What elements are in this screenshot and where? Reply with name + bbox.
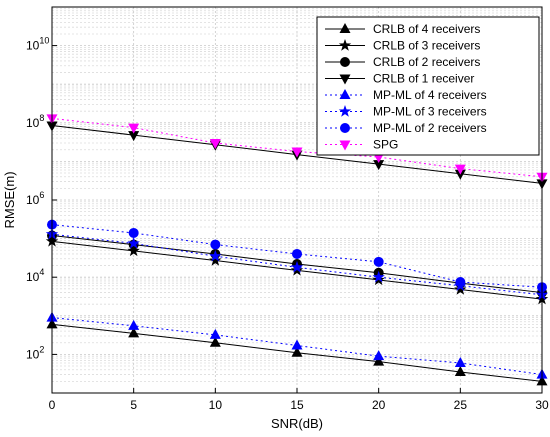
data-point	[209, 249, 222, 262]
data-point	[373, 350, 385, 361]
legend-label: CRLB of 2 receivers	[373, 55, 480, 69]
data-point	[455, 277, 466, 288]
series-group	[45, 114, 549, 386]
y-tick-exponent: 2	[39, 344, 44, 354]
x-axis-title: SNR(dB)	[271, 416, 323, 431]
y-tick-exponent: 6	[39, 190, 44, 200]
data-point	[373, 153, 385, 164]
data-point	[128, 227, 139, 238]
legend-label: MP-ML of 4 receivers	[373, 88, 487, 102]
legend: CRLB of 4 receivers CRLB of 3 receivers CR…	[316, 16, 540, 156]
data-point	[373, 256, 384, 267]
data-point	[128, 319, 140, 330]
x-tick-label: 20	[372, 398, 386, 412]
y-tick-exponent: 4	[39, 267, 44, 277]
data-point	[372, 270, 385, 283]
legend-label: SPG	[373, 138, 398, 152]
data-point	[127, 244, 140, 257]
y-axis-title: RMSE(m)	[2, 171, 17, 228]
data-point	[210, 239, 221, 250]
x-tick-label: 0	[49, 398, 56, 412]
data-point	[291, 339, 303, 350]
x-tick-label: 5	[130, 398, 137, 412]
data-point	[209, 328, 221, 339]
data-point	[128, 131, 140, 142]
legend-label: CRLB of 4 receivers	[373, 22, 480, 36]
data-point	[454, 283, 467, 295]
legend-box	[316, 16, 540, 156]
data-point	[291, 346, 303, 357]
data-point	[292, 248, 302, 259]
data-point	[209, 254, 222, 266]
y-tick-exponent: 10	[39, 36, 49, 46]
legend-marker	[339, 89, 351, 99]
legend-marker	[339, 140, 351, 151]
legend-label: CRLB of 1 receiver	[373, 72, 474, 86]
legend-marker	[340, 123, 350, 133]
data-point	[128, 327, 140, 338]
legend-marker	[340, 57, 350, 67]
legend-marker	[338, 39, 352, 51]
data-point	[209, 336, 221, 347]
y-tick-exponent: 8	[39, 113, 44, 123]
x-tick-label: 25	[454, 398, 468, 412]
legend-label: MP-ML of 3 receivers	[373, 105, 487, 119]
data-point	[291, 147, 303, 158]
data-point	[209, 138, 221, 149]
data-point	[290, 260, 304, 273]
data-point	[454, 365, 466, 376]
data-point	[373, 160, 385, 171]
x-tick-label: 30	[535, 398, 549, 412]
series-7	[47, 219, 547, 293]
data-point	[373, 355, 385, 366]
x-tick-label: 15	[290, 398, 304, 412]
legend-marker	[338, 105, 352, 117]
legend-marker	[339, 74, 351, 85]
x-tick-label: 10	[209, 398, 223, 412]
data-point	[128, 123, 140, 134]
series-1	[46, 318, 548, 386]
legend-marker	[339, 23, 351, 33]
data-point	[454, 356, 466, 367]
legend-label: MP-ML of 2 receivers	[373, 121, 487, 135]
data-point	[454, 169, 466, 180]
legend-label: CRLB of 3 receivers	[373, 39, 480, 53]
data-point	[127, 236, 140, 249]
data-point	[454, 164, 466, 175]
